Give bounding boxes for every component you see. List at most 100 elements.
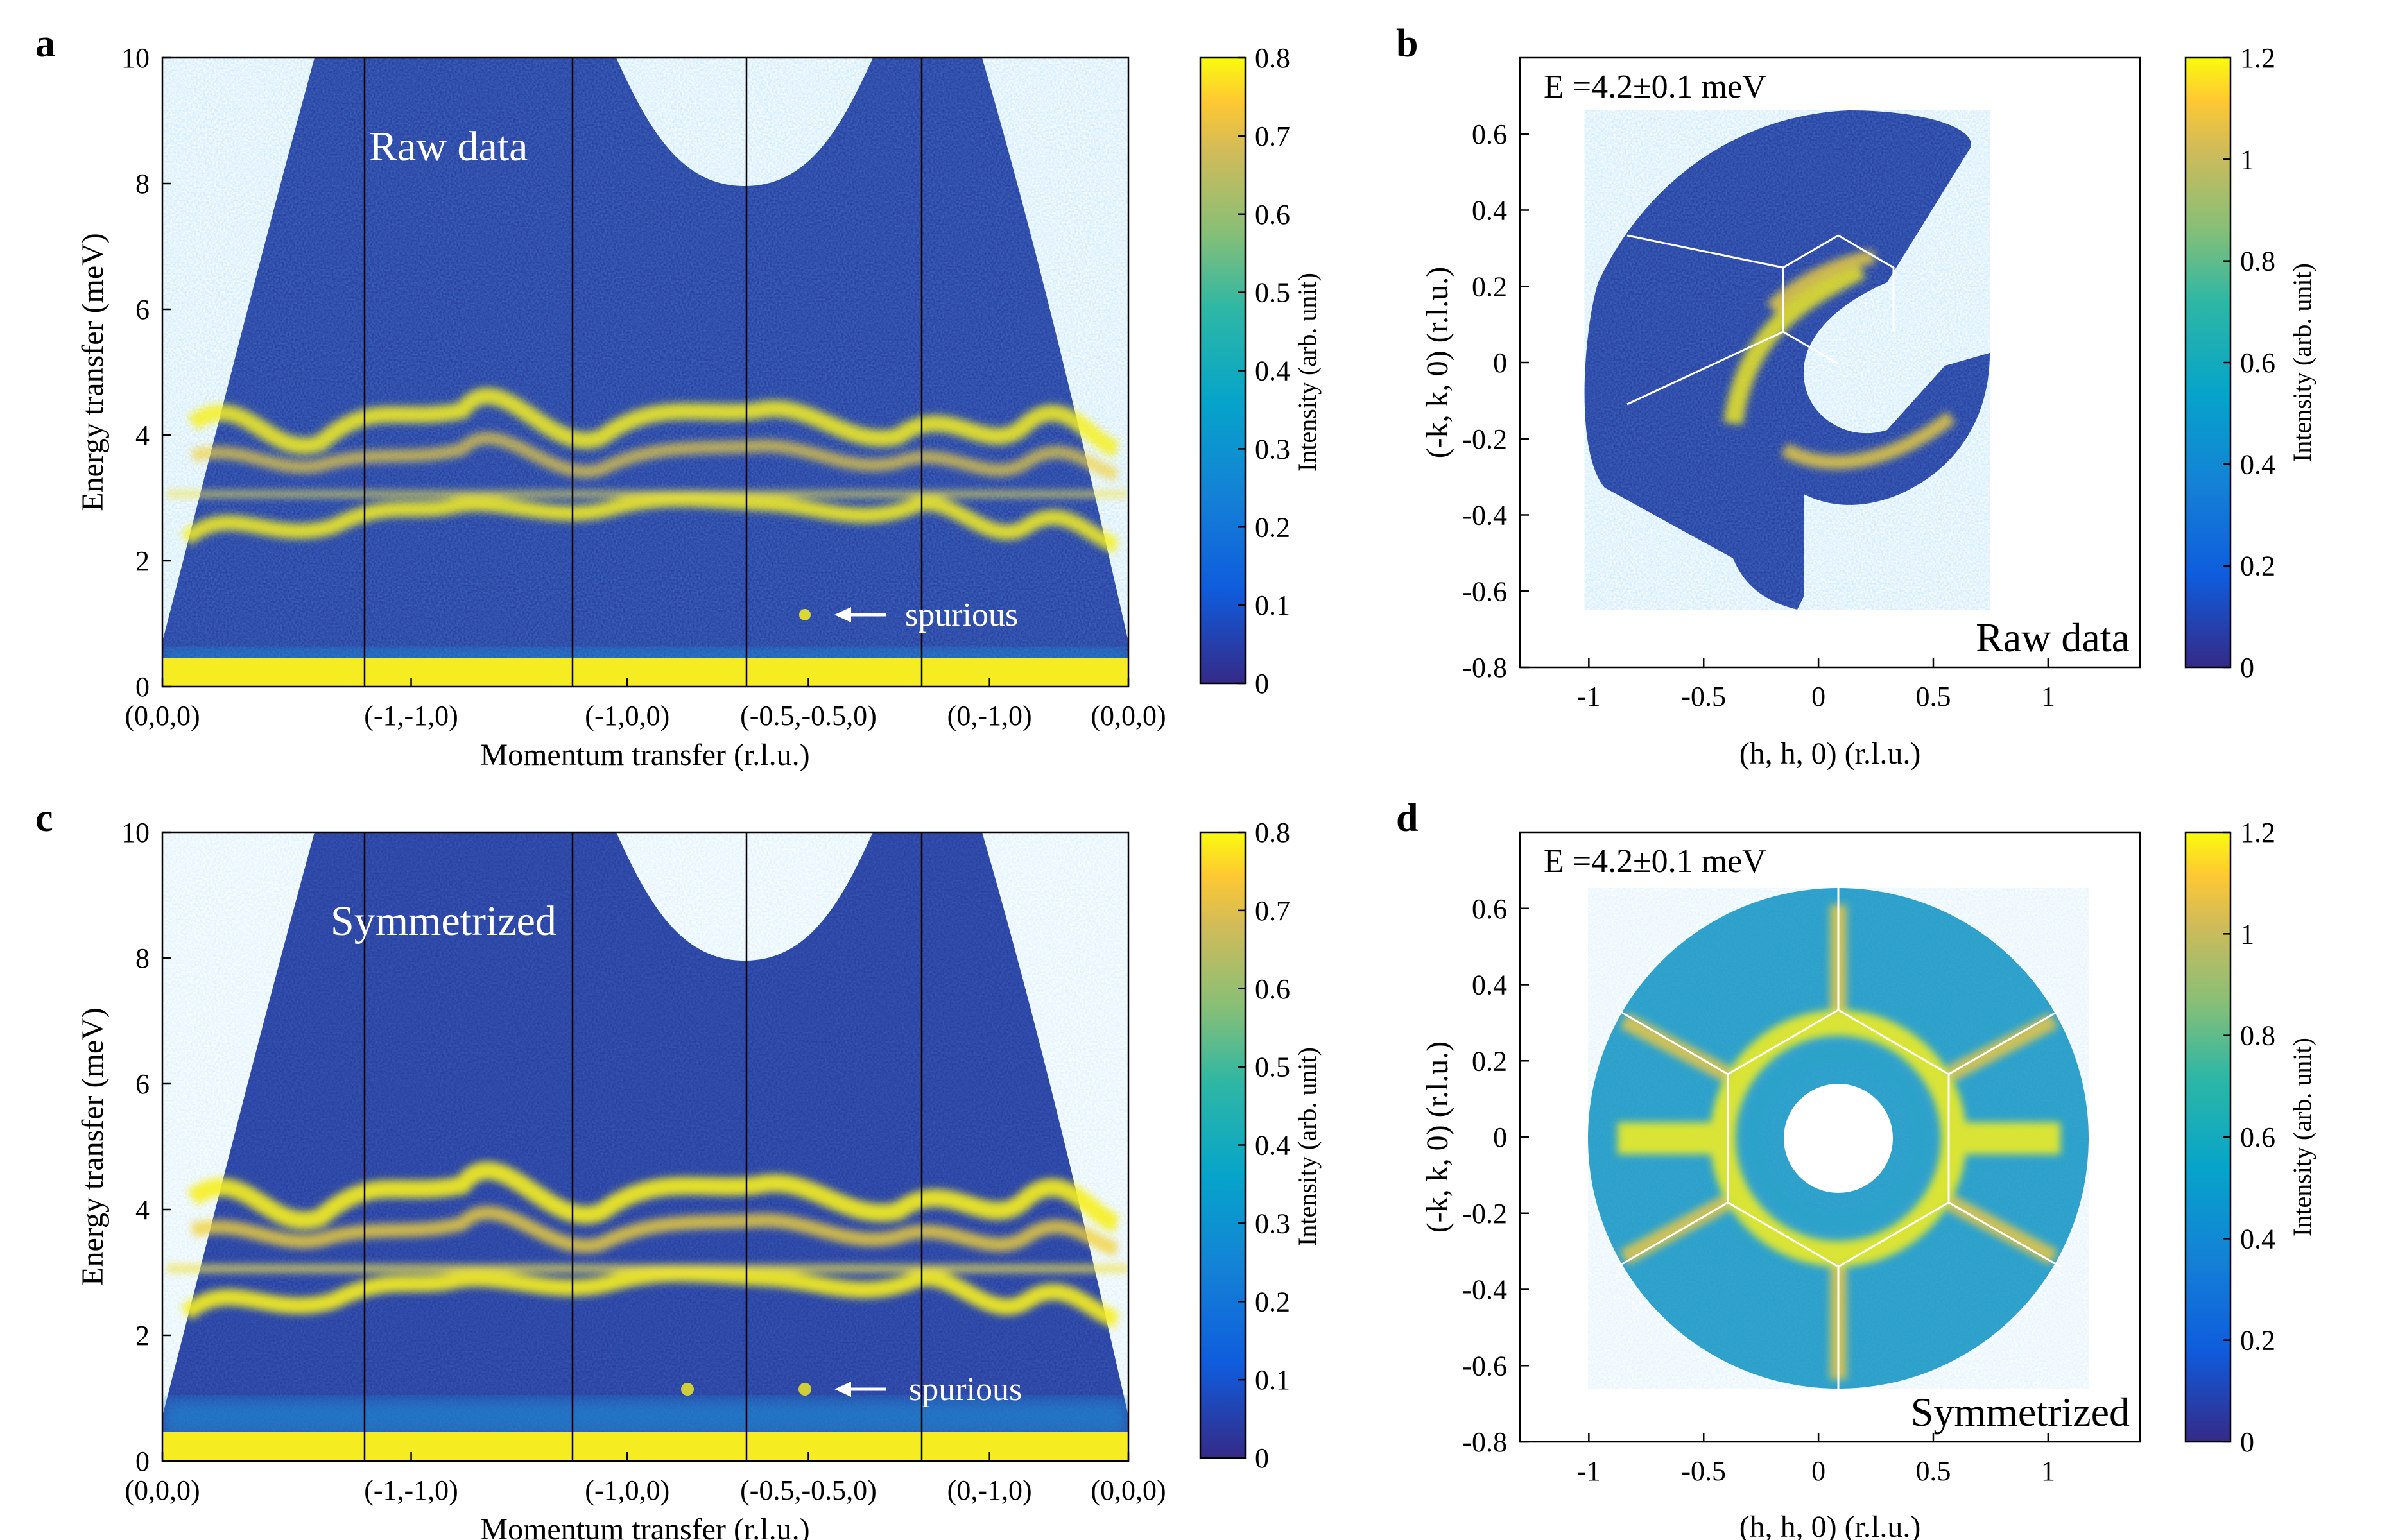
x-axis-label-d: (h, h, 0) (r.l.u.) — [1739, 1510, 1921, 1540]
y-tick-label: 8 — [135, 943, 150, 974]
spurious-annotation-c: spurious — [834, 1371, 1022, 1408]
y-tick-label: 6 — [135, 1068, 150, 1100]
colorbar-tick-label: 0.6 — [1255, 199, 1290, 230]
panel-label-c: c — [35, 796, 53, 840]
colorbar-tick-label: 0.4 — [2240, 449, 2275, 480]
spurious-label-c: spurious — [909, 1371, 1022, 1408]
y-tick-label: 0.6 — [1472, 893, 1507, 925]
y-tick-label: -0.6 — [1462, 576, 1507, 607]
x-tick-label: (0,-1,0) — [947, 700, 1032, 732]
panel-c: c Symmetrized — [35, 796, 1322, 1540]
colorbar-a: 0 0.1 0.2 0.3 0.4 0.5 0.6 0.7 0.8 Intensity (arb… — [1199, 42, 1322, 699]
colorbar-tick-label: 0.6 — [2240, 347, 2275, 379]
y-tick-label: -0.8 — [1462, 1426, 1507, 1458]
y-tick-label: 4 — [135, 1194, 150, 1226]
x-tick-label: (-1,-1,0) — [364, 700, 458, 732]
colorbar-tick-label: 0.2 — [1255, 1286, 1290, 1317]
x-tick-label: 1 — [2041, 1455, 2055, 1487]
y-tick-label: 0.4 — [1472, 195, 1507, 227]
x-axis-ticks-d: -1 -0.5 0 0.5 1 — [1577, 1433, 2055, 1487]
colorbar-tick-label: 0.4 — [1255, 355, 1290, 387]
colorbar-tick-label: 0.6 — [2240, 1122, 2275, 1153]
x-tick-label: (0,0,0) — [125, 1475, 200, 1506]
colorbar-tick-label: 1 — [2240, 918, 2254, 950]
colorbar-ticks-c: 0 0.1 0.2 0.3 0.4 0.5 0.6 0.7 0.8 — [1238, 817, 1290, 1474]
y-tick-label: -0.4 — [1462, 1274, 1507, 1306]
x-axis-label-c: Momentum transfer (r.l.u.) — [480, 1512, 809, 1540]
y-tick-label: 8 — [135, 168, 150, 200]
colorbar-tick-label: 0.2 — [2240, 1325, 2275, 1356]
panel-label-a: a — [35, 22, 55, 65]
x-tick-label: -0.5 — [1681, 681, 1726, 712]
colorbar-tick-label: 0 — [1255, 1442, 1269, 1474]
y-tick-label: 0 — [135, 671, 150, 703]
y-tick-label: 0.2 — [1472, 271, 1507, 302]
colorbar-tick-label: 1.2 — [2240, 42, 2275, 74]
colorbar-ticks-b: 0 0.2 0.4 0.6 0.8 1 1.2 — [2223, 42, 2275, 683]
colorbar-tick-label: 0.8 — [2240, 246, 2275, 277]
colorbar-tick-label: 0 — [2240, 652, 2254, 683]
y-tick-label: 0.2 — [1472, 1045, 1507, 1077]
y-axis-label-c: Energy transfer (meV) — [76, 1007, 110, 1286]
x-axis-label-a: Momentum transfer (r.l.u.) — [480, 738, 809, 772]
y-tick-label: -0.4 — [1462, 500, 1507, 531]
x-tick-label: (-0.5,-0.5,0) — [740, 700, 877, 732]
x-tick-label: 0 — [1811, 681, 1825, 712]
x-tick-label: (-1,0,0) — [585, 1475, 669, 1506]
colorbar-tick-label: 0.3 — [1255, 433, 1290, 465]
panel-a: a Raw data spu — [35, 22, 1322, 772]
y-axis-ticks-b: 0.6 0.4 0.2 0 -0.2 -0.4 -0.6 -0.8 — [1462, 119, 1529, 683]
colorbar-tick-label: 0.7 — [1255, 121, 1290, 152]
x-tick-label: -0.5 — [1681, 1455, 1726, 1487]
colorbar-tick-label: 0.5 — [1255, 1052, 1290, 1083]
title-c: Symmetrized — [331, 898, 556, 945]
colorbar-tick-label: 0.4 — [1255, 1130, 1290, 1161]
x-tick-label: (0,0,0) — [1091, 700, 1166, 732]
brillouin-zone-b — [1626, 234, 1895, 406]
colorbar-b: 0 0.2 0.4 0.6 0.8 1 1.2 Intensity (arb. unit) — [2184, 42, 2316, 683]
y-tick-label: 0 — [1493, 347, 1507, 379]
colorbar-tick-label: 0.8 — [1255, 817, 1290, 848]
panel-b: b E =4.2±0.1 meV Raw data 0.6 0.4 0.2 0 -0.2… — [1396, 22, 2316, 771]
x-tick-label: -1 — [1577, 681, 1601, 712]
colorbar-tick-label: 0.5 — [1255, 277, 1290, 309]
y-axis-label-a: Energy transfer (meV) — [76, 233, 110, 511]
panel-label-d: d — [1396, 796, 1418, 840]
y-axis-ticks-a: 0 2 4 6 8 10 — [121, 42, 171, 703]
colorbar-label-a: Intensity (arb. unit) — [1293, 273, 1322, 472]
colorbar-c: 0 0.1 0.2 0.3 0.4 0.5 0.6 0.7 0.8 Intensity (arb… — [1199, 817, 1322, 1474]
dispersion-guides-c — [363, 832, 923, 1461]
y-tick-label: 6 — [135, 294, 150, 325]
y-tick-label: -0.6 — [1462, 1350, 1507, 1382]
y-tick-label: -0.8 — [1462, 652, 1507, 683]
center-hole-d — [1784, 1084, 1893, 1193]
x-tick-label: -1 — [1577, 1455, 1601, 1487]
x-tick-label: (0,0,0) — [1091, 1475, 1166, 1506]
x-tick-label: 0.5 — [1916, 1455, 1951, 1487]
corner-label-d: Symmetrized — [1911, 1389, 2130, 1435]
y-tick-label: 10 — [121, 817, 150, 848]
x-axis-ticks-c: (0,0,0) (-1,-1,0) (-1,0,0) (-0.5,-0.5,0) (0,… — [125, 1452, 1166, 1506]
heatmap-d — [1520, 832, 2140, 1442]
y-tick-label: -0.2 — [1462, 424, 1507, 455]
energy-label-b: E =4.2±0.1 meV — [1544, 69, 1766, 105]
x-tick-label: 1 — [2041, 681, 2055, 712]
colorbar-tick-label: 1 — [2240, 144, 2254, 175]
colorbar-tick-label: 0.6 — [1255, 973, 1290, 1005]
spurious-annotation-a: spurious — [834, 597, 1018, 633]
heatmap-a — [162, 58, 1128, 687]
colorbar-label-b: Intensity (arb. unit) — [2288, 263, 2316, 462]
y-tick-label: 0.4 — [1472, 970, 1507, 1001]
colorbar-tick-label: 0.1 — [1255, 1364, 1290, 1396]
colorbar-tick-label: 0.4 — [2240, 1223, 2275, 1254]
colorbar-tick-label: 0 — [1255, 668, 1269, 699]
x-axis-label-b: (h, h, 0) (r.l.u.) — [1739, 737, 1921, 771]
y-axis-label-d: (-k, k, 0) (r.l.u.) — [1420, 1041, 1454, 1233]
colorbar-tick-label: 0.2 — [1255, 511, 1290, 543]
y-tick-label: 0 — [1493, 1122, 1507, 1153]
dispersion-guides-a — [363, 58, 923, 687]
colorbar-label-d: Intensity (arb. unit) — [2288, 1038, 2316, 1236]
x-axis-ticks-a: (0,0,0) (-1,-1,0) (-1,0,0) (-0.5,-0.5,0) (0,… — [125, 678, 1166, 732]
colorbar-label-c: Intensity (arb. unit) — [1293, 1047, 1322, 1246]
dispersion-bands-a — [167, 388, 1128, 553]
